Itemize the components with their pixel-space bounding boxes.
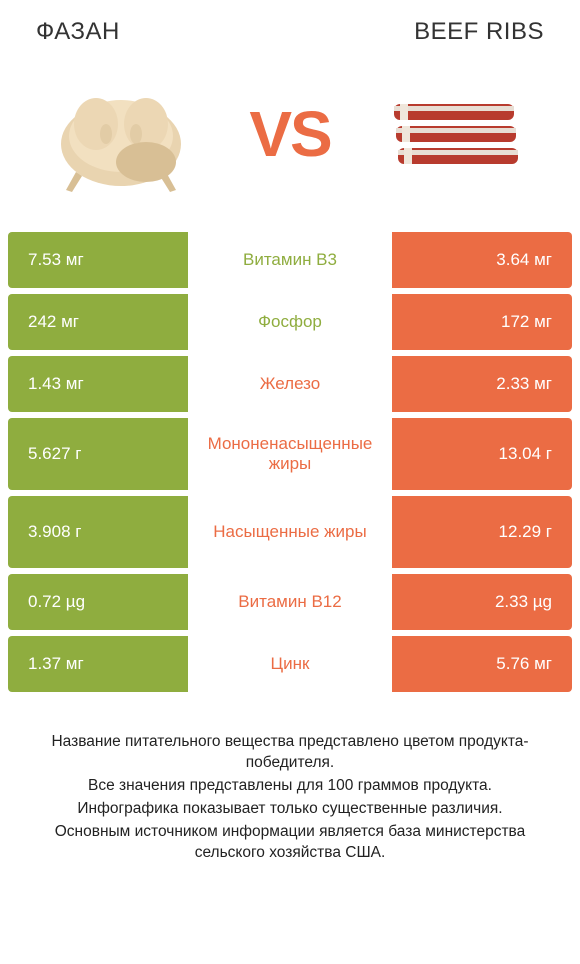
- footer-line-1: Название питательного вещества представл…: [20, 732, 560, 774]
- footer-line-4: Основным источником информации является …: [20, 822, 560, 864]
- footer-notes: Название питательного вещества представл…: [0, 698, 580, 864]
- footer-line-2: Все значения представлены для 100 граммо…: [20, 776, 560, 797]
- right-product-image: [374, 64, 544, 204]
- comparison-row: 1.43 мгЖелезо2.33 мг: [8, 356, 572, 412]
- comparison-row: 242 мгФосфор172 мг: [8, 294, 572, 350]
- hero: VS: [0, 56, 580, 232]
- comparison-row: 3.908 гНасыщенные жиры12.29 г: [8, 496, 572, 568]
- left-value: 5.627 г: [8, 418, 188, 490]
- left-value: 7.53 мг: [8, 232, 188, 288]
- right-value: 172 мг: [392, 294, 572, 350]
- left-value: 1.43 мг: [8, 356, 188, 412]
- nutrient-label: Насыщенные жиры: [188, 496, 392, 568]
- right-value: 5.76 мг: [392, 636, 572, 692]
- vs-label: VS: [249, 97, 330, 171]
- nutrient-label: Цинк: [188, 636, 392, 692]
- comparison-row: 1.37 мгЦинк5.76 мг: [8, 636, 572, 692]
- left-product-title: Фазан: [36, 18, 120, 46]
- left-value: 0.72 µg: [8, 574, 188, 630]
- comparison-row: 7.53 мгВитамин B33.64 мг: [8, 232, 572, 288]
- nutrient-label: Витамин B12: [188, 574, 392, 630]
- nutrient-label: Фосфор: [188, 294, 392, 350]
- left-value: 1.37 мг: [8, 636, 188, 692]
- right-value: 13.04 г: [392, 418, 572, 490]
- left-value: 3.908 г: [8, 496, 188, 568]
- right-value: 2.33 мг: [392, 356, 572, 412]
- nutrient-label: Железо: [188, 356, 392, 412]
- nutrient-label: Витамин B3: [188, 232, 392, 288]
- right-value: 2.33 µg: [392, 574, 572, 630]
- nutrient-label: Мононенасыщенные жиры: [188, 418, 392, 490]
- right-value: 3.64 мг: [392, 232, 572, 288]
- right-value: 12.29 г: [392, 496, 572, 568]
- footer-line-3: Инфографика показывает только существенн…: [20, 799, 560, 820]
- comparison-table: 7.53 мгВитамин B33.64 мг 242 мгФосфор172 …: [0, 232, 580, 692]
- comparison-row: 5.627 гМононенасыщенные жиры13.04 г: [8, 418, 572, 490]
- comparison-row: 0.72 µgВитамин B122.33 µg: [8, 574, 572, 630]
- header: Фазан Beef ribs: [0, 0, 580, 56]
- left-value: 242 мг: [8, 294, 188, 350]
- left-product-image: [36, 64, 206, 204]
- right-product-title: Beef ribs: [414, 18, 544, 46]
